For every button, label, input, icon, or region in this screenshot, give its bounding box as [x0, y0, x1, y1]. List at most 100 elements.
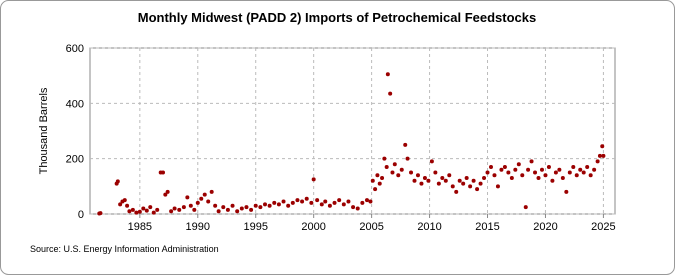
- data-point: [509, 176, 514, 181]
- data-point: [199, 196, 204, 201]
- data-point: [422, 176, 427, 181]
- data-point: [539, 167, 544, 172]
- data-point: [388, 91, 393, 96]
- data-point: [447, 173, 452, 178]
- data-point: [169, 209, 174, 214]
- data-point: [464, 176, 469, 181]
- data-point: [564, 189, 569, 194]
- data-point: [574, 173, 579, 178]
- data-point: [373, 187, 378, 192]
- data-point: [506, 170, 511, 175]
- plot-area: [89, 47, 616, 215]
- x-tick-label: 2005: [359, 221, 383, 233]
- data-point: [557, 167, 562, 172]
- data-point: [311, 177, 316, 182]
- data-point: [144, 208, 149, 213]
- data-point: [213, 203, 218, 208]
- data-point: [450, 184, 455, 189]
- data-point: [332, 200, 337, 205]
- data-point: [172, 206, 177, 211]
- data-point: [309, 200, 314, 205]
- x-tick-label: 2025: [591, 221, 615, 233]
- data-point: [536, 176, 541, 181]
- data-point: [239, 206, 244, 211]
- data-point: [392, 162, 397, 167]
- data-point: [230, 203, 235, 208]
- data-point: [319, 202, 324, 207]
- data-point: [258, 205, 263, 210]
- data-point: [370, 178, 375, 183]
- data-point: [553, 170, 558, 175]
- data-point: [216, 209, 221, 214]
- data-point: [433, 170, 438, 175]
- x-tick-label: 1985: [128, 221, 152, 233]
- data-point: [550, 178, 555, 183]
- data-point: [520, 173, 525, 178]
- data-point: [571, 164, 576, 169]
- data-point: [419, 181, 424, 186]
- data-point: [475, 187, 480, 192]
- data-point: [399, 167, 404, 172]
- data-point: [281, 199, 286, 204]
- data-point: [471, 178, 476, 183]
- data-point: [337, 198, 342, 203]
- y-tick-label: 200: [66, 154, 84, 166]
- data-point: [272, 200, 277, 205]
- data-point: [380, 176, 385, 181]
- data-point: [488, 164, 493, 169]
- data-point: [235, 209, 240, 214]
- data-point: [409, 170, 414, 175]
- x-tick-label: 2000: [301, 221, 325, 233]
- data-point: [181, 205, 186, 210]
- data-point: [585, 164, 590, 169]
- data-point: [98, 211, 103, 216]
- data-point: [188, 203, 193, 208]
- data-point: [130, 207, 135, 212]
- data-point: [403, 142, 408, 147]
- data-point: [346, 199, 351, 204]
- data-point: [122, 198, 127, 203]
- data-point: [454, 189, 459, 194]
- data-point: [426, 178, 431, 183]
- data-point: [478, 181, 483, 186]
- data-point: [151, 210, 156, 215]
- data-point: [249, 207, 254, 212]
- data-point: [137, 209, 142, 214]
- data-point: [492, 173, 497, 178]
- data-point: [263, 202, 267, 207]
- data-point: [127, 209, 132, 214]
- data-point: [155, 207, 160, 212]
- data-point: [368, 199, 373, 204]
- x-tick-label: 2020: [533, 221, 557, 233]
- data-point: [533, 170, 538, 175]
- data-point: [300, 199, 305, 204]
- data-point: [315, 198, 320, 203]
- data-point: [377, 181, 382, 186]
- data-point: [499, 167, 504, 172]
- data-point: [295, 198, 300, 203]
- data-point: [286, 203, 291, 208]
- data-point: [440, 176, 445, 181]
- data-point: [225, 207, 230, 212]
- data-point: [351, 205, 356, 210]
- data-point: [323, 199, 328, 204]
- data-point: [206, 199, 211, 204]
- data-point: [597, 153, 602, 158]
- data-point: [412, 178, 417, 183]
- data-point: [543, 173, 548, 178]
- data-point: [567, 170, 572, 175]
- y-tick-label: 0: [78, 209, 84, 221]
- data-point: [202, 192, 207, 197]
- data-point: [195, 200, 200, 205]
- data-point: [461, 181, 466, 186]
- data-point: [125, 203, 130, 208]
- data-point: [485, 170, 490, 175]
- data-point: [382, 156, 387, 161]
- data-point: [384, 164, 389, 169]
- data-point: [115, 179, 120, 184]
- data-point: [546, 164, 551, 169]
- data-point: [513, 167, 518, 172]
- data-point: [221, 205, 226, 210]
- data-point: [341, 202, 346, 207]
